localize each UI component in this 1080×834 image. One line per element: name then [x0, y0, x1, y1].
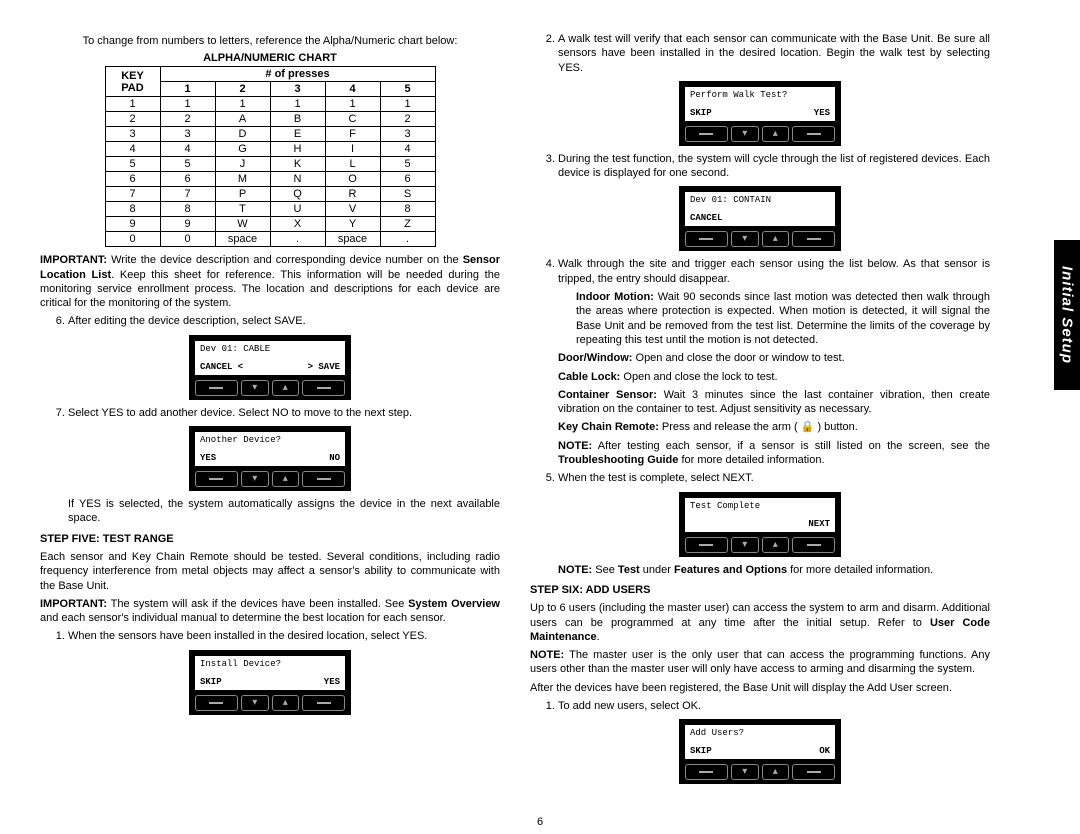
step6-note: NOTE: The master user is the only user t… [530, 648, 990, 677]
intro-text: To change from numbers to letters, refer… [40, 34, 500, 48]
lcd-device-install: Install Device? SKIPYES ▾▴ [189, 650, 351, 715]
if-yes-para: If YES is selected, the system automatic… [40, 497, 500, 526]
chart-title: ALPHA/NUMERIC CHART [40, 52, 500, 64]
step-6: After editing the device description, se… [68, 314, 500, 328]
lcd-device-contain: Dev 01: CONTAIN CANCEL ▾▴ [679, 186, 841, 251]
side-tab: Initial Setup [1054, 240, 1080, 390]
step-five-heading: STEP FIVE: TEST RANGE [40, 532, 500, 546]
lcd-device-walktest: Perform Walk Test? SKIPYES ▾▴ [679, 81, 841, 146]
lcd-device-save: Dev 01: CABLE CANCEL <> SAVE ▾▴ [189, 335, 351, 400]
s5-item1: When the sensors have been installed in … [68, 629, 500, 643]
s5-item5: When the test is complete, select NEXT. [558, 471, 990, 485]
s5-item3: During the test function, the system wil… [558, 152, 990, 181]
lcd-device-another: Another Device? YESNO ▾▴ [189, 426, 351, 491]
important-para: IMPORTANT: Write the device description … [40, 253, 500, 310]
step6-para2: After the devices have been registered, … [530, 681, 990, 695]
note-test: NOTE: See Test under Features and Option… [530, 563, 990, 577]
lcd-device-testcomplete: Test Complete NEXT ▾▴ [679, 492, 841, 557]
lcd-device-addusers: Add Users? SKIPOK ▾▴ [679, 719, 841, 784]
step-six-heading: STEP SIX: ADD USERS [530, 583, 990, 597]
page-number: 6 [0, 816, 1080, 828]
s5-item4: Walk through the site and trigger each s… [558, 257, 990, 467]
left-column: To change from numbers to letters, refer… [40, 30, 500, 790]
step5-para1: Each sensor and Key Chain Remote should … [40, 550, 500, 593]
step-7: Select YES to add another device. Select… [68, 406, 500, 420]
alpha-numeric-table: KEYPAD # of presses 12345 11111122ABC233… [105, 66, 436, 247]
step5-important: IMPORTANT: The system will ask if the de… [40, 597, 500, 626]
s6-item1: To add new users, select OK. [558, 699, 990, 713]
step6-para1: Up to 6 users (including the master user… [530, 601, 990, 644]
s5-item2: A walk test will verify that each sensor… [558, 32, 990, 75]
right-column: A walk test will verify that each sensor… [530, 30, 990, 790]
page-content: To change from numbers to letters, refer… [0, 0, 1080, 800]
